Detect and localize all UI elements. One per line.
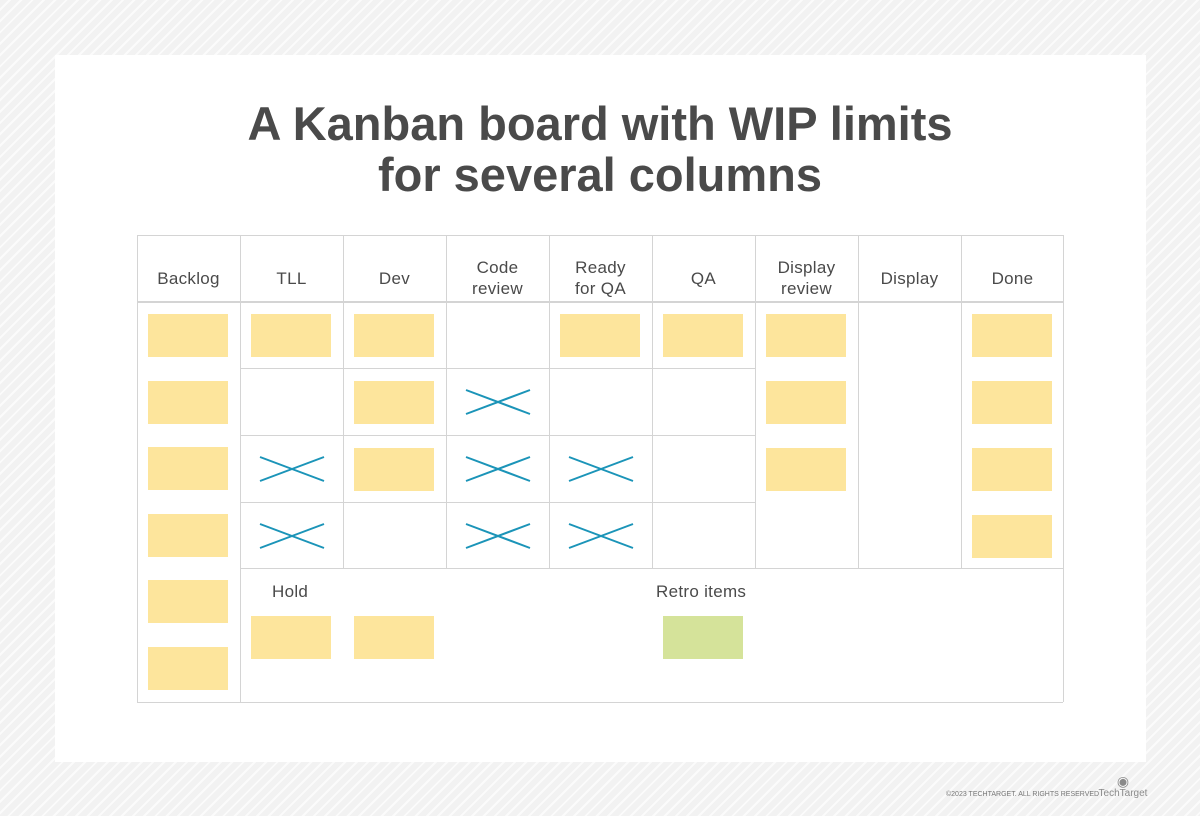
retro-items-label: Retro items xyxy=(656,582,747,601)
wip-limit-x-icon xyxy=(568,456,634,482)
grid-line xyxy=(858,235,859,568)
done-card xyxy=(972,515,1052,558)
grid-line xyxy=(652,235,653,568)
done-card xyxy=(972,381,1052,424)
grid-line xyxy=(240,435,755,436)
title-line-2: for several columns xyxy=(377,148,823,201)
sticky-card xyxy=(560,314,640,357)
grid-line xyxy=(137,301,1063,303)
hold-card xyxy=(354,616,434,659)
column-header: Display xyxy=(880,268,939,288)
grid-line xyxy=(240,235,241,702)
sticky-card xyxy=(251,314,331,357)
hold-card xyxy=(251,616,331,659)
wip-limit-x-icon xyxy=(259,523,325,549)
sticky-card xyxy=(354,448,434,491)
wip-limit-x-icon xyxy=(465,389,531,415)
backlog-card xyxy=(148,513,228,557)
grid-line xyxy=(137,702,1063,703)
column-header: TLL xyxy=(276,268,307,288)
copyright: ©2023 TECHTARGET. ALL RIGHTS RESERVED xyxy=(946,791,1100,798)
grid-line xyxy=(446,235,447,568)
grid-line xyxy=(343,235,344,568)
sticky-card xyxy=(663,314,743,357)
title-line-1: A Kanban board with WIP limits xyxy=(247,97,953,150)
grid-line xyxy=(137,235,138,702)
grid-line xyxy=(755,235,756,568)
column-header: Display review xyxy=(777,258,836,298)
sticky-card xyxy=(354,381,434,424)
display-review-card xyxy=(766,381,846,424)
done-card xyxy=(972,448,1052,491)
logo-text: TechTarget xyxy=(1098,788,1148,799)
column-header: Dev xyxy=(378,268,411,288)
wip-limit-x-icon xyxy=(465,523,531,549)
retro-card xyxy=(663,616,743,659)
column-header: Done xyxy=(991,268,1034,288)
column-header: Backlog xyxy=(157,268,220,288)
backlog-card xyxy=(148,314,228,357)
backlog-card xyxy=(148,447,228,491)
diagram-panel xyxy=(55,55,1146,762)
display-review-card xyxy=(766,314,846,357)
display-review-card xyxy=(766,448,846,491)
backlog-card xyxy=(148,580,228,624)
wip-limit-x-icon xyxy=(568,523,634,549)
grid-line xyxy=(240,368,755,369)
page-title: A Kanban board with WIP limits for sever… xyxy=(0,98,1200,200)
techtarget-logo: ◉ TechTarget xyxy=(1098,774,1148,800)
backlog-card xyxy=(148,647,228,690)
grid-line xyxy=(240,568,1063,569)
grid-line xyxy=(240,502,755,503)
column-header: QA xyxy=(690,268,717,288)
eye-icon: ◉ xyxy=(1116,773,1130,789)
column-header: Ready for QA xyxy=(575,258,626,298)
sticky-card xyxy=(354,314,434,357)
done-card xyxy=(972,314,1052,357)
grid-line xyxy=(961,235,962,568)
hold-label: Hold xyxy=(272,582,309,601)
grid-line xyxy=(1063,235,1064,702)
backlog-card xyxy=(148,380,228,424)
grid-line xyxy=(137,235,1063,236)
column-header: Code review xyxy=(472,258,523,298)
wip-limit-x-icon xyxy=(465,456,531,482)
grid-line xyxy=(549,235,550,568)
wip-limit-x-icon xyxy=(259,456,325,482)
